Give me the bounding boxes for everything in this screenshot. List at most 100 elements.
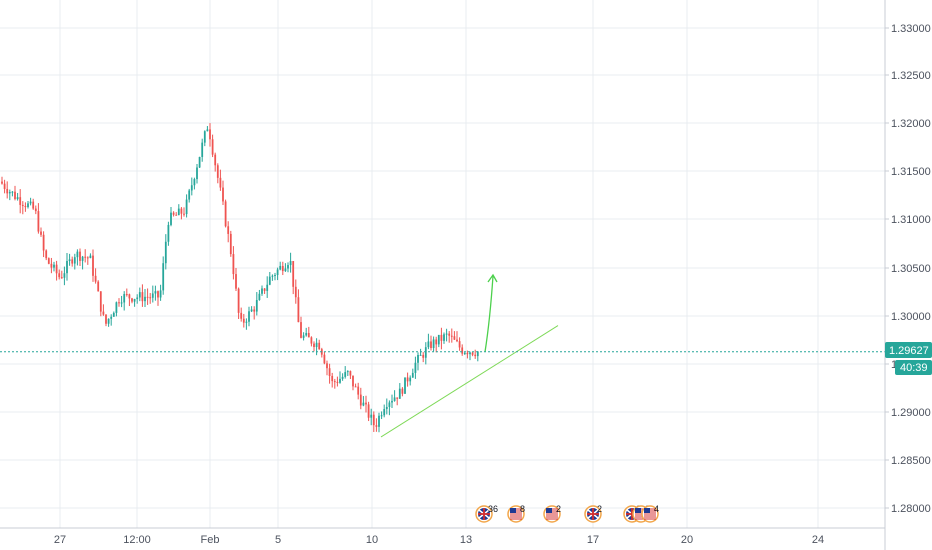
candle-body xyxy=(287,265,289,269)
candle-body xyxy=(94,275,97,282)
candle-body xyxy=(115,302,118,313)
candle-body xyxy=(419,354,422,356)
candle-body xyxy=(344,372,347,377)
candle-body xyxy=(430,341,432,349)
candle-body xyxy=(19,197,22,205)
drawings[interactable] xyxy=(380,273,559,438)
candle-body xyxy=(157,291,159,298)
candle-body xyxy=(6,188,9,194)
candle-body xyxy=(196,167,198,180)
candle-body xyxy=(279,265,282,270)
candle-body xyxy=(258,293,261,301)
candle-body xyxy=(458,341,461,348)
current-price-tag: 1.29627 40:39 xyxy=(885,342,932,375)
candle-body xyxy=(346,371,349,373)
candle-body xyxy=(427,341,430,348)
candle-body xyxy=(14,191,16,200)
candle-body xyxy=(144,296,146,302)
candle-body xyxy=(235,274,237,289)
us-flag-icon xyxy=(546,508,558,520)
candle-body xyxy=(162,263,165,291)
candle-body xyxy=(159,290,162,298)
candle-body xyxy=(307,333,310,338)
candle-body xyxy=(214,154,217,166)
candle-body xyxy=(193,179,196,186)
candle-body xyxy=(53,264,55,268)
candle-body xyxy=(151,293,154,298)
candle-body xyxy=(131,298,133,302)
projection-arrow[interactable] xyxy=(484,275,494,353)
price-tick-label: 1.31000 xyxy=(891,214,931,226)
time-tick-label: 13 xyxy=(460,534,472,546)
candle-body xyxy=(453,336,456,340)
candle-body xyxy=(326,363,328,369)
price-tick-label: 1.30500 xyxy=(891,263,931,275)
candle-body xyxy=(294,286,297,298)
candle-body xyxy=(24,205,27,208)
candle-body xyxy=(398,388,401,399)
bar-countdown: 40:39 xyxy=(900,362,928,374)
candle-body xyxy=(237,288,240,313)
event-count: 2 xyxy=(556,504,561,514)
candle-body xyxy=(339,378,341,383)
candles[interactable] xyxy=(1,123,479,433)
candle-body xyxy=(167,224,170,242)
candle-body xyxy=(276,269,279,276)
candle-body xyxy=(112,312,115,317)
candle-body xyxy=(263,288,266,291)
candle-body xyxy=(242,318,245,323)
candle-body xyxy=(359,394,362,406)
candle-body xyxy=(255,300,258,312)
candle-body xyxy=(435,339,438,345)
candle-body xyxy=(102,311,105,315)
candle-body xyxy=(89,255,92,259)
candle-body xyxy=(110,316,113,319)
candle-body xyxy=(310,337,313,344)
event-badge[interactable]: 8 xyxy=(507,504,525,523)
candle-body xyxy=(240,312,243,319)
candle-body xyxy=(268,276,271,285)
price-axis[interactable]: 1.33000 1.32500 1.32000 1.31500 1.31000 1.305… xyxy=(885,23,931,515)
candle-body xyxy=(383,409,386,416)
candle-body xyxy=(372,414,375,426)
candle-body xyxy=(216,165,219,178)
candle-body xyxy=(211,139,214,155)
candle-body xyxy=(42,234,45,251)
candle-body xyxy=(8,192,11,194)
price-tick-label: 1.33000 xyxy=(891,23,931,35)
price-tick-label: 1.28000 xyxy=(891,503,931,515)
time-tick-label: 5 xyxy=(275,534,281,546)
candle-body xyxy=(313,343,315,348)
candle-body xyxy=(203,131,206,143)
candle-body xyxy=(370,414,373,418)
candle-body xyxy=(227,226,230,234)
candle-body xyxy=(318,342,321,350)
candle-body xyxy=(224,201,227,227)
time-tick-label: 24 xyxy=(812,534,824,546)
candle-body xyxy=(141,292,144,302)
candle-body xyxy=(206,129,209,132)
candle-body xyxy=(266,284,269,291)
candle-body xyxy=(352,375,354,387)
uk-flag-icon xyxy=(478,508,490,520)
candle-body xyxy=(336,381,339,383)
time-axis[interactable]: 27 12:00 Feb 5 10 13 17 20 24 xyxy=(54,534,824,546)
event-badge[interactable]: 4 xyxy=(641,504,659,523)
candle-body xyxy=(362,402,365,406)
event-badge[interactable]: 2 xyxy=(584,504,602,523)
candle-body xyxy=(401,388,404,394)
candle-body xyxy=(300,322,302,338)
event-badge[interactable]: 2 xyxy=(543,504,561,523)
candle-body xyxy=(404,377,406,394)
price-tick-label: 1.32500 xyxy=(891,70,931,82)
candle-body xyxy=(385,406,388,410)
economic-events[interactable]: 36822234 xyxy=(475,504,659,523)
candle-body xyxy=(409,377,412,382)
trendline[interactable] xyxy=(380,325,559,438)
candle-body xyxy=(76,251,79,258)
candle-body xyxy=(188,190,191,200)
candle-body xyxy=(185,199,188,215)
candle-body xyxy=(378,415,380,427)
event-badge[interactable]: 36 xyxy=(475,504,498,523)
